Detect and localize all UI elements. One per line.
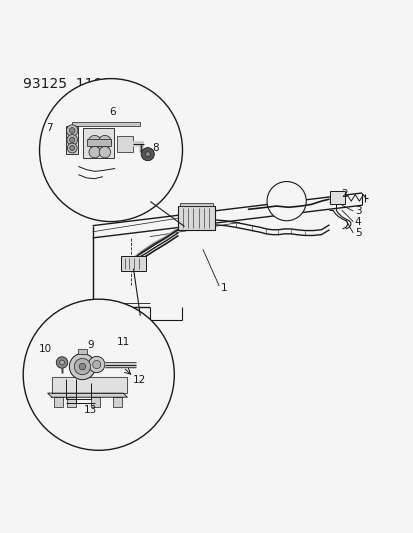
Circle shape (98, 135, 111, 149)
Text: 6: 6 (109, 107, 116, 117)
Circle shape (67, 134, 77, 145)
Circle shape (40, 78, 182, 222)
Text: 12: 12 (133, 375, 146, 385)
Text: 8: 8 (152, 143, 159, 153)
Text: 13: 13 (84, 405, 97, 415)
Circle shape (69, 353, 95, 379)
Circle shape (70, 146, 74, 150)
Circle shape (23, 299, 174, 450)
Bar (54, 397, 63, 407)
Circle shape (67, 143, 77, 153)
Bar (77, 350, 87, 354)
Text: 10: 10 (39, 344, 52, 354)
Bar (180, 203, 213, 206)
Bar (83, 127, 114, 158)
Text: 1: 1 (221, 282, 228, 293)
Bar (90, 397, 100, 407)
Bar (178, 206, 215, 230)
Circle shape (69, 137, 75, 142)
Circle shape (89, 147, 100, 158)
Circle shape (66, 125, 78, 136)
Polygon shape (47, 393, 127, 397)
Text: 2: 2 (340, 189, 347, 199)
Bar (329, 191, 344, 205)
Bar (117, 136, 133, 152)
Polygon shape (52, 377, 127, 393)
Text: 5: 5 (354, 228, 361, 238)
Bar (67, 397, 76, 407)
Text: 9: 9 (87, 340, 94, 350)
Bar (72, 122, 139, 126)
Circle shape (88, 357, 104, 373)
Circle shape (79, 364, 85, 370)
Circle shape (74, 358, 90, 375)
Circle shape (59, 360, 64, 365)
Bar (113, 397, 122, 407)
Circle shape (141, 148, 154, 161)
Bar (86, 139, 111, 146)
Text: 4: 4 (354, 216, 361, 227)
Circle shape (145, 152, 150, 157)
Text: 3: 3 (354, 206, 361, 216)
Circle shape (93, 360, 100, 369)
Circle shape (56, 357, 68, 368)
Circle shape (266, 182, 306, 221)
Bar (121, 256, 145, 271)
Circle shape (69, 127, 75, 133)
Text: 93125  1100A: 93125 1100A (23, 77, 121, 91)
Circle shape (88, 135, 101, 149)
Text: 7: 7 (46, 123, 53, 133)
Bar (66, 126, 78, 154)
Circle shape (99, 147, 110, 158)
Text: 11: 11 (116, 337, 130, 346)
